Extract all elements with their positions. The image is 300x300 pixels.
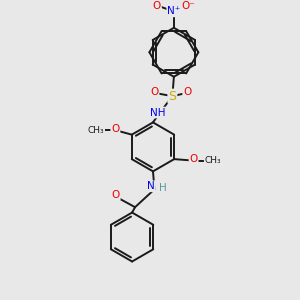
Text: O⁻: O⁻ xyxy=(181,1,195,11)
Text: CH₃: CH₃ xyxy=(88,126,104,135)
Text: N⁺: N⁺ xyxy=(167,6,181,16)
Text: S: S xyxy=(168,90,176,103)
Text: O: O xyxy=(112,190,120,200)
Text: O: O xyxy=(190,154,198,164)
Text: NH: NH xyxy=(150,108,165,118)
Text: N: N xyxy=(147,181,155,191)
Text: H: H xyxy=(159,183,167,193)
Text: O: O xyxy=(150,87,159,97)
Text: O: O xyxy=(153,1,161,11)
Text: O: O xyxy=(183,87,191,97)
Text: CH₃: CH₃ xyxy=(205,156,221,165)
Text: O: O xyxy=(111,124,119,134)
